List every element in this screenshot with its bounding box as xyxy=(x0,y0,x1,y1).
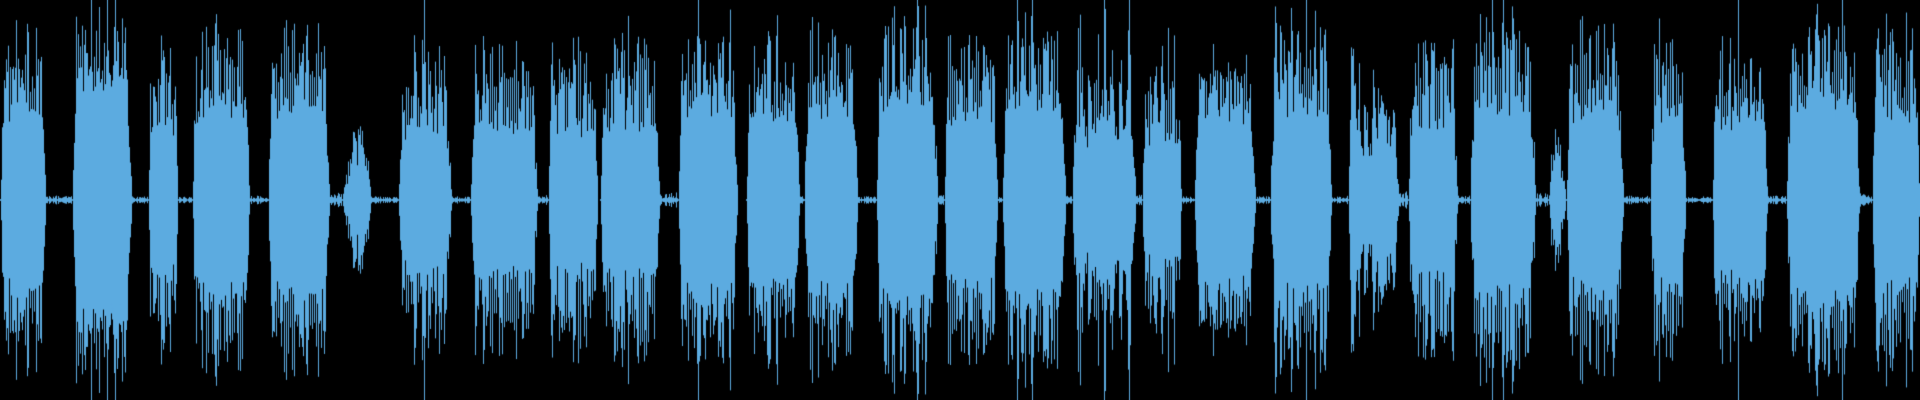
waveform-viewer[interactable] xyxy=(0,0,1920,400)
audio-waveform-canvas[interactable] xyxy=(0,0,1920,400)
